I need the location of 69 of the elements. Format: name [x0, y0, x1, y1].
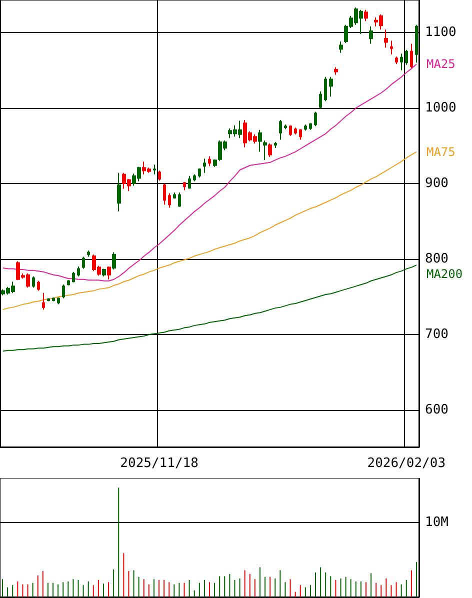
- candlestick: [274, 141, 277, 148]
- candlestick: [304, 124, 307, 132]
- candlestick: [299, 128, 302, 140]
- candlestick: [82, 256, 85, 270]
- candlestick: [47, 298, 50, 302]
- candlestick: [400, 53, 403, 71]
- candlestick: [168, 192, 171, 208]
- candlestick: [289, 124, 292, 136]
- candlestick: [405, 49, 408, 66]
- candlestick: [279, 120, 282, 140]
- candlestick: [183, 181, 186, 191]
- candlestick: [334, 66, 338, 76]
- candlestick: [112, 252, 116, 270]
- candlestick: [395, 56, 398, 65]
- candlestick: [163, 182, 166, 206]
- candlestick: [294, 127, 297, 135]
- candlestick: [72, 271, 75, 283]
- candlestick: [284, 124, 287, 130]
- y-tick-label: 900: [425, 176, 448, 191]
- series-label: MA200: [426, 266, 463, 281]
- y-tick-label: 700: [425, 326, 448, 342]
- candlestick: [364, 9, 368, 22]
- candlestick: [384, 28, 388, 48]
- candlestick: [178, 192, 181, 208]
- candlestick: [77, 266, 80, 277]
- y-tick-label: 1000: [425, 100, 456, 116]
- candlestick: [117, 172, 121, 212]
- line-series: [2, 151, 417, 310]
- candlestick: [173, 192, 176, 200]
- candlestick: [107, 266, 111, 280]
- y-tick-label: 800: [425, 251, 448, 266]
- candlestick: [32, 276, 35, 288]
- candlestick: [329, 76, 333, 98]
- candlestick: [158, 170, 161, 181]
- series-label: MA75: [426, 144, 456, 159]
- candlestick: [42, 292, 45, 310]
- x-tick-label: 2026/02/03: [367, 456, 446, 471]
- candlestick: [268, 142, 272, 158]
- candlestick: [369, 26, 373, 44]
- candlestick: [198, 168, 201, 178]
- candlestick: [208, 156, 211, 167]
- candlestick: [193, 174, 196, 182]
- candlestick: [415, 24, 418, 64]
- candlestick: [390, 40, 393, 55]
- candlestick: [52, 296, 55, 302]
- y-tick-label: 10M: [425, 515, 449, 530]
- candlestick: [263, 140, 267, 161]
- x-tick-label: 2025/11/18: [120, 456, 198, 471]
- candlestick: [324, 76, 327, 102]
- candlestick: [153, 164, 156, 175]
- y-tick-label: 600: [425, 402, 448, 418]
- line-series: [2, 64, 417, 282]
- candlestick: [102, 268, 106, 277]
- candlestick: [67, 280, 70, 286]
- candlestick: [314, 111, 317, 127]
- candlestick: [410, 43, 413, 68]
- candlestick: [203, 158, 206, 174]
- candlestick: [57, 296, 60, 305]
- y-tick-label: 1100: [425, 24, 456, 40]
- series-label: MA25: [426, 57, 456, 72]
- candlestick: [62, 284, 65, 299]
- candlestick: [188, 175, 191, 190]
- line-series: [2, 264, 417, 352]
- candlestick: [309, 122, 312, 130]
- candlestick: [37, 280, 40, 292]
- candlestick: [339, 41, 343, 54]
- candlestick: [87, 250, 90, 258]
- candlestick: [258, 129, 262, 152]
- candlestick: [319, 90, 322, 110]
